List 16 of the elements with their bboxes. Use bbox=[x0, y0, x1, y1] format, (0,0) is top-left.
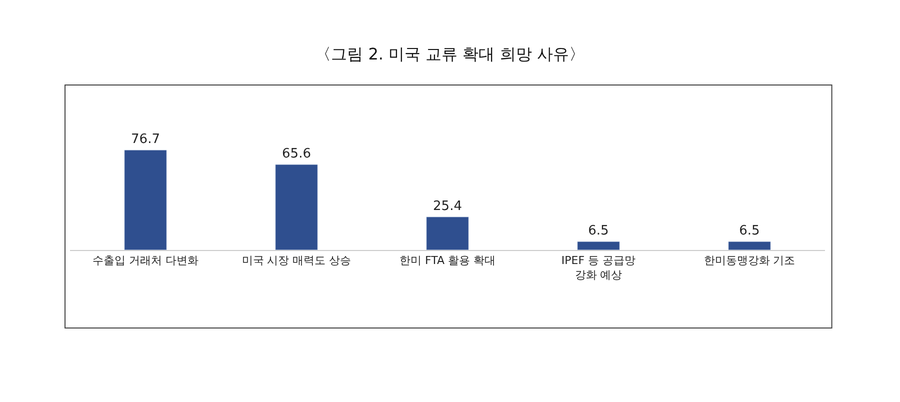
chart-title: 〈그림 2. 미국 교류 확대 희망 사유〉 bbox=[315, 44, 585, 64]
data-label: 76.7 bbox=[131, 132, 160, 147]
bar bbox=[577, 241, 620, 250]
data-label: 65.6 bbox=[282, 146, 311, 162]
bar bbox=[275, 164, 318, 250]
x-tick-label: IPEF 등 공급망 강화 예상 bbox=[561, 254, 636, 282]
bar bbox=[426, 216, 469, 250]
data-label: 25.4 bbox=[433, 198, 462, 214]
bar bbox=[124, 150, 167, 250]
x-tick-label: 한미 FTA 활용 확대 bbox=[399, 254, 496, 268]
x-tick-label: 한미동맹강화 기조 bbox=[704, 254, 796, 268]
x-tick-label: 수출입 거래처 다변화 bbox=[92, 254, 198, 268]
data-label: 6.5 bbox=[588, 224, 609, 239]
bar bbox=[728, 241, 771, 250]
x-tick-label: 미국 시장 매력도 상승 bbox=[242, 254, 352, 268]
data-label: 6.5 bbox=[739, 224, 760, 239]
